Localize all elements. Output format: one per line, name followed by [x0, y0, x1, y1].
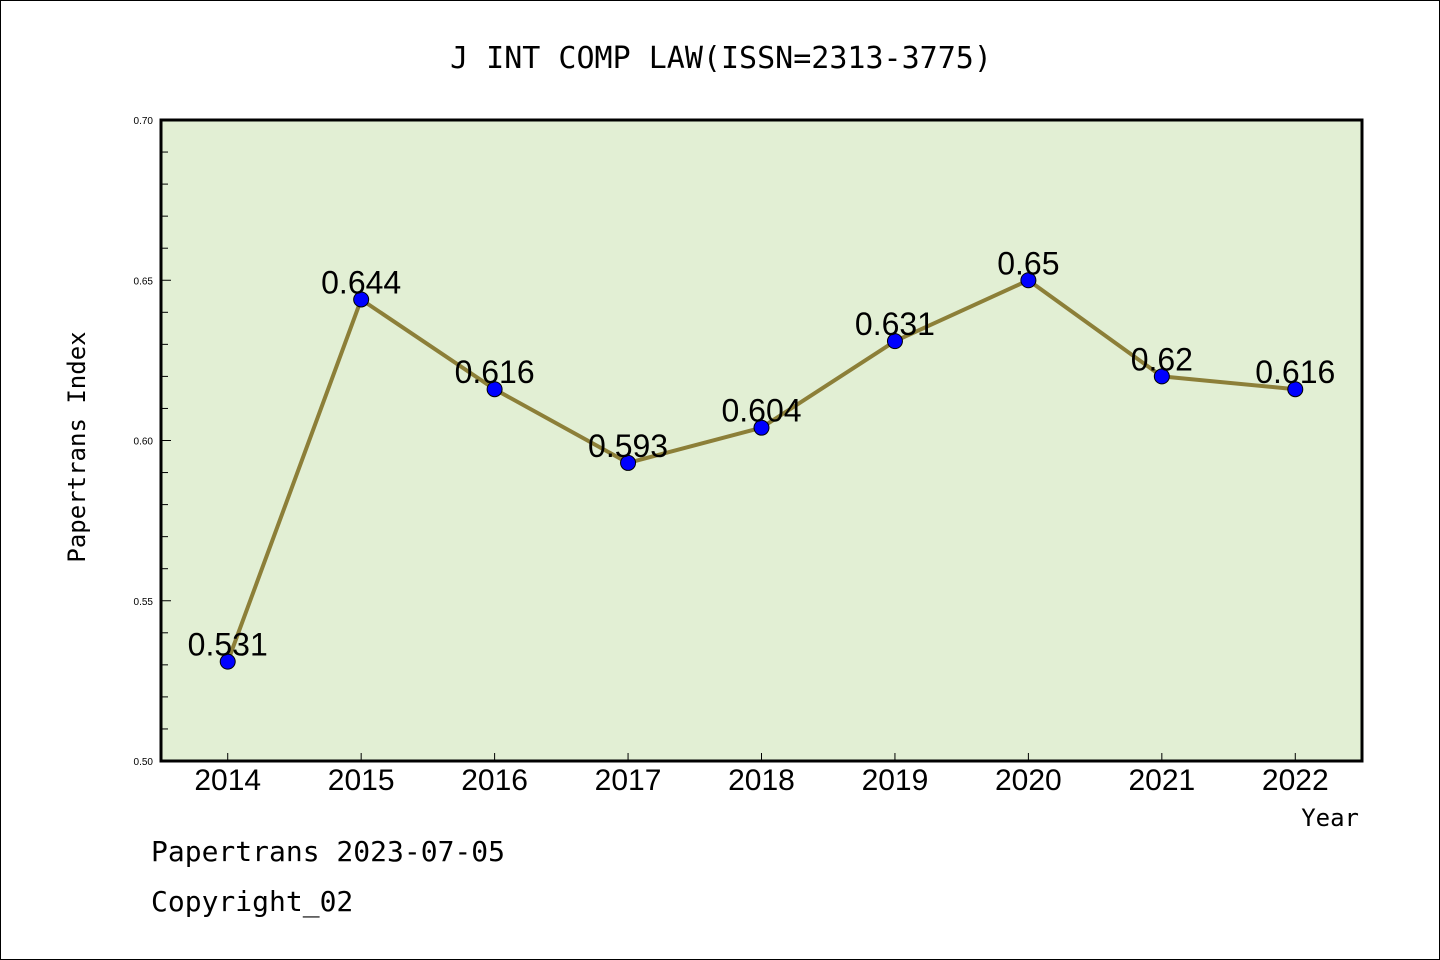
- x-tick-label: 2022: [1262, 764, 1329, 797]
- x-axis: 2014 2015 2016 2017 2018 2019 2020 2021 2022: [194, 753, 1329, 797]
- data-point-marker: [886, 333, 903, 350]
- data-label: 0.616: [1255, 354, 1335, 390]
- chart-title: J INT COMP LAW(ISSN=2313-3775): [450, 41, 992, 76]
- data-label: 0.644: [321, 264, 401, 300]
- y-axis: 0.50 0.55 0.60 0.65 0.70: [134, 116, 171, 768]
- x-tick-label: 2020: [995, 764, 1062, 797]
- x-tick-label: 2016: [461, 764, 528, 797]
- data-point-marker: [1020, 272, 1037, 289]
- data-point-marker: [1153, 368, 1170, 385]
- data-point-marker: [620, 454, 637, 471]
- data-label: 0.616: [455, 354, 535, 390]
- data-label: 0.62: [1131, 341, 1193, 377]
- data-label: 0.65: [997, 245, 1059, 281]
- data-point-marker: [1287, 381, 1304, 398]
- y-tick-label: 0.60: [134, 437, 154, 448]
- x-tick-label: 2021: [1128, 764, 1195, 797]
- footer-source-text: Papertrans 2023-07-05: [151, 835, 506, 868]
- x-tick-label: 2017: [595, 764, 662, 797]
- data-label: 0.604: [721, 393, 801, 429]
- data-point-marker: [753, 419, 770, 436]
- x-axis-label: Year: [1301, 804, 1359, 832]
- data-label: 0.631: [855, 306, 935, 342]
- x-tick-label: 2014: [194, 764, 261, 797]
- y-axis-label: Papertrans Index: [63, 331, 91, 562]
- y-tick-label: 0.70: [134, 116, 154, 127]
- data-label: 0.531: [188, 627, 268, 663]
- footer-copyright-text: Copyright_02: [151, 885, 354, 918]
- data-label: 0.593: [588, 428, 668, 464]
- data-point-marker: [353, 291, 370, 308]
- y-tick-label: 0.65: [134, 276, 154, 287]
- x-tick-label: 2015: [328, 764, 395, 797]
- data-point-marker: [219, 653, 236, 670]
- data-point-marker: [486, 381, 503, 398]
- x-tick-label: 2019: [862, 764, 929, 797]
- plot-area: [159, 118, 1364, 763]
- y-tick-label: 0.50: [134, 757, 154, 768]
- x-tick-label: 2018: [728, 764, 795, 797]
- y-tick-label: 0.55: [134, 597, 154, 608]
- series-line-group: 0.531 0.644 0.616 0.593 0.604 0.631 0.65 0.62 0.…: [188, 245, 1335, 670]
